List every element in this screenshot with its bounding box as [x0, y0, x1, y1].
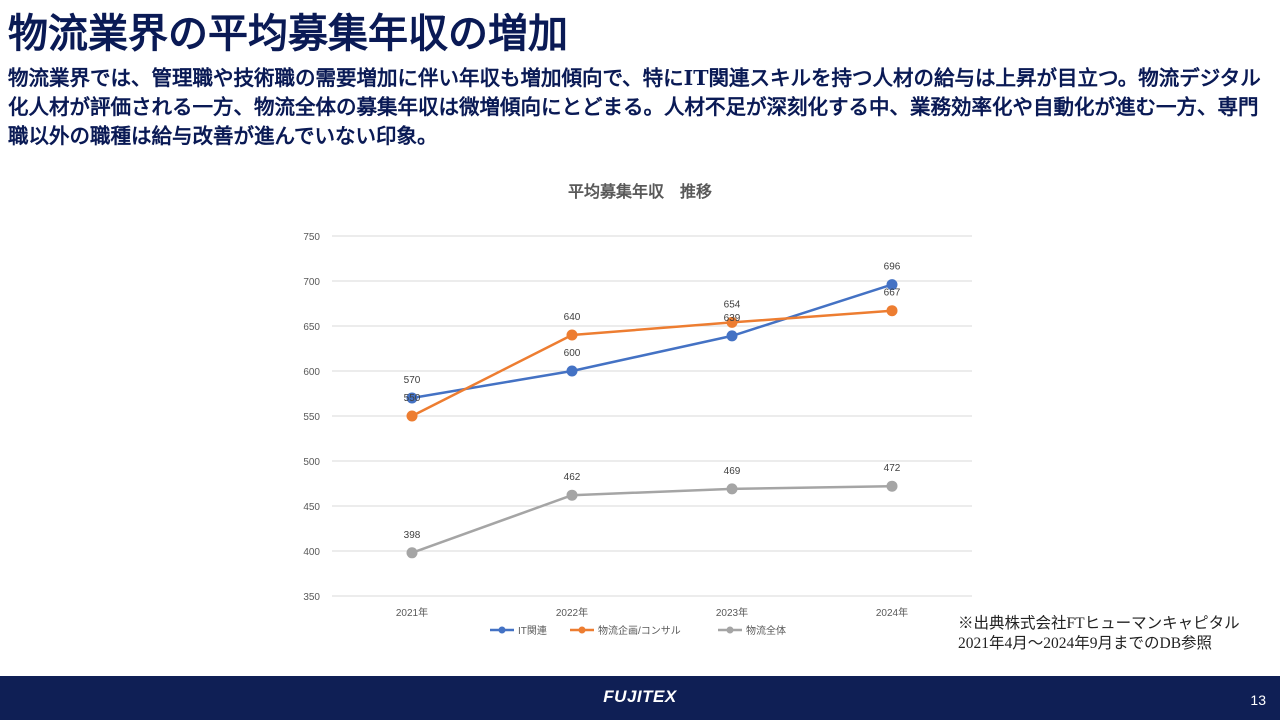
data-point: [566, 365, 578, 377]
y-tick-label: 650: [303, 322, 320, 333]
y-tick-label: 600: [303, 367, 320, 378]
data-label: 462: [564, 472, 581, 483]
x-tick-label: 2022年: [556, 606, 588, 619]
data-point: [406, 392, 418, 404]
y-tick-label: 750: [303, 232, 320, 243]
chart-title: 平均募集年収 推移: [568, 182, 712, 201]
source-line-2: 2021年4月～2024年9月までのDB参照: [958, 635, 1213, 652]
data-label: 600: [564, 348, 581, 359]
series-line-1: [411, 283, 893, 400]
legend-marker: [726, 626, 734, 634]
data-point: [726, 483, 738, 495]
data-point: [566, 489, 578, 501]
y-tick-label: 450: [303, 502, 320, 513]
y-tick-label: 700: [303, 277, 320, 288]
data-label: 639: [724, 313, 741, 324]
y-tick-label: 550: [303, 412, 320, 423]
data-label: 570: [404, 375, 421, 386]
legend-marker: [578, 626, 586, 634]
data-label: 654: [724, 299, 741, 310]
y-tick-label: 350: [303, 592, 320, 603]
legend-label: IT関連: [518, 624, 547, 637]
line-chart: 平均募集年収 推移 350 400 450 500 550 600 650 700 750 2021…: [303, 182, 972, 637]
y-tick-label: 400: [303, 547, 320, 558]
source-note: ※出典株式会社FTヒューマンキャピタル 2021年4月～2024年9月までのDB…: [958, 614, 1240, 654]
data-point: [566, 329, 578, 341]
legend-label: 物流全体: [746, 624, 786, 637]
x-tick-label: 2023年: [716, 606, 748, 619]
slide-title: 物流業界の平均募集年収の増加: [8, 11, 568, 57]
data-label: 640: [564, 312, 581, 323]
data-label: 472: [884, 463, 901, 474]
y-tick-label: 500: [303, 457, 320, 468]
page-number: 13: [1250, 692, 1266, 708]
data-label: 696: [884, 262, 901, 273]
data-label: 469: [724, 466, 741, 477]
data-label: 398: [404, 530, 421, 541]
data-point: [886, 279, 898, 291]
data-point: [726, 316, 738, 328]
data-point: [726, 330, 738, 342]
company-logo: FUJITEX: [603, 687, 677, 706]
legend-label: 物流企画/コンサル: [598, 624, 681, 637]
legend-marker: [498, 626, 506, 634]
footer-bar: FUJITEX 13: [0, 676, 1280, 720]
data-point: [406, 410, 418, 422]
data-point: [406, 547, 418, 559]
data-point: [886, 480, 898, 492]
series-line-2: [411, 309, 893, 418]
x-tick-label: 2024年: [876, 606, 908, 619]
x-tick-label: 2021年: [396, 606, 428, 619]
slide-description: 物流業界では、管理職や技術職の需要増加に伴い年収も増加傾向で、特にIT関連スキル…: [8, 66, 1261, 148]
series-line-3: [411, 484, 893, 554]
source-line-1: ※出典株式会社FTヒューマンキャピタル: [958, 615, 1240, 632]
data-label: 550: [404, 393, 421, 404]
data-point: [886, 305, 898, 317]
data-label: 667: [884, 288, 901, 299]
